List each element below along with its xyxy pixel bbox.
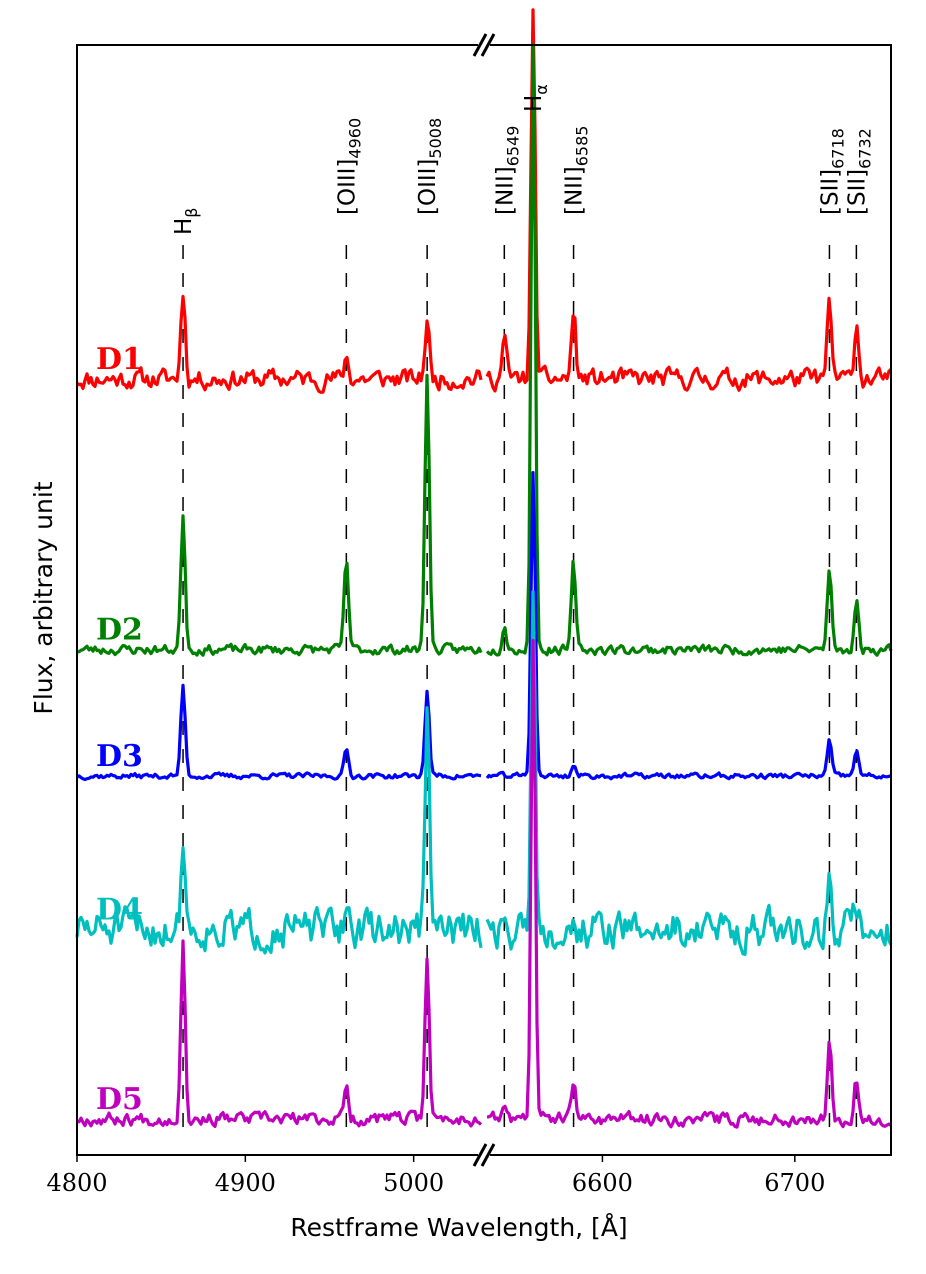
emission-line-label-1: [OIII]4960 (334, 118, 364, 215)
emission-line-labels: Hβ [OIII]4960 [OIII]5008 [NII]6549 Hα [NII]65… (171, 84, 874, 235)
series-D1-segment-1 (485, 8, 893, 393)
break-slash-0-1 (480, 33, 496, 57)
series-label-D2: D2 (96, 613, 143, 648)
emission-line-label-3: [NII]6549 (492, 126, 522, 215)
series-label-D3: D3 (96, 739, 143, 774)
break-slash-1-1 (480, 1143, 496, 1167)
x-tick-label-6700: 6700 (764, 1169, 825, 1197)
x-tick-label-4900: 4900 (215, 1169, 276, 1197)
x-tick-label-5000: 5000 (383, 1169, 444, 1197)
series-D4-segment-0 (75, 706, 483, 955)
break-slash-0-0 (472, 33, 488, 57)
series-D4-segment-1 (485, 590, 893, 957)
series-D1-segment-0 (76, 294, 483, 394)
x-axis-label: Restframe Wavelength, [Å] (290, 1213, 627, 1242)
emission-line-label-4: Hα (521, 84, 551, 112)
series-D5-segment-1 (486, 638, 892, 1129)
series-label-D4: D4 (96, 892, 143, 927)
series-D3-segment-1 (485, 471, 892, 781)
series-D2-segment-0 (76, 373, 483, 657)
series-D2-segment-1 (485, 42, 893, 657)
break-mask-0 (478, 33, 490, 57)
spectra-series: D1 D2 D3 D4 D5 (75, 8, 893, 1129)
series-label-D1: D1 (96, 342, 143, 377)
series-D3-segment-0 (76, 683, 482, 782)
emission-line-label-7: [SII]6732 (844, 128, 874, 215)
x-axis-ticks: 4800 4900 5000 6600 6700 (46, 1155, 825, 1197)
y-axis-label: Flux, arbitrary unit (29, 481, 58, 714)
emission-line-label-5: [NII]6585 (562, 126, 592, 215)
emission-line-label-0: Hβ (171, 207, 201, 235)
emission-line-label-2: [OIII]5008 (415, 118, 445, 215)
x-tick-label-4800: 4800 (46, 1169, 107, 1197)
series-label-D5: D5 (96, 1082, 143, 1117)
series-D5-segment-0 (76, 939, 483, 1129)
break-slash-1-0 (472, 1143, 488, 1167)
x-tick-label-6600: 6600 (572, 1169, 633, 1197)
axis-break-marks (472, 33, 496, 1167)
break-mask-1 (478, 1143, 490, 1167)
emission-line-label-6: [SII]6718 (817, 128, 847, 215)
